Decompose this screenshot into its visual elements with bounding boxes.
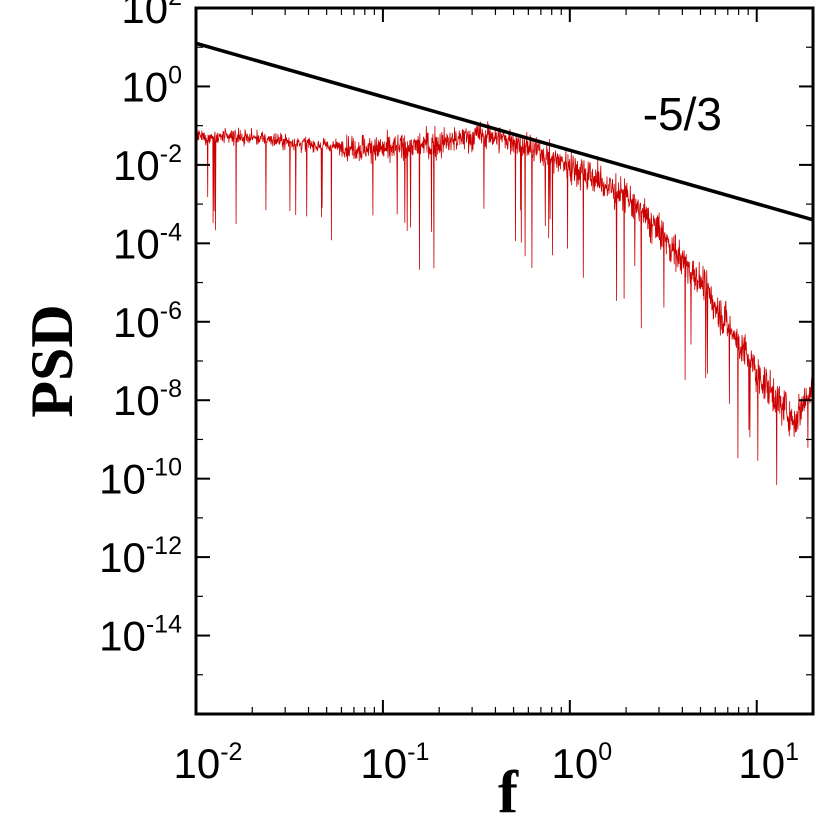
ticks-layer xyxy=(195,7,814,715)
y-tick-label: 102 xyxy=(121,0,182,32)
y-tick-label: 10-2 xyxy=(113,140,182,189)
y-tick-label: 10-8 xyxy=(113,375,182,424)
y-tick-label: 10-6 xyxy=(113,297,182,346)
reference-slope-line xyxy=(195,41,814,222)
y-axis-title: PSD xyxy=(19,304,85,417)
y-tick-label: 10-4 xyxy=(113,218,182,267)
slope-annotation: -5/3 xyxy=(643,88,722,140)
y-tick-label: 10-12 xyxy=(99,532,182,581)
labels-layer: 10-2 10-1 100 101 102 100 10-2 10-4 10-6 10-8 10-1… xyxy=(99,0,799,787)
y-tick-label: 10-14 xyxy=(99,611,182,660)
x-tick-label: 10-2 xyxy=(174,738,243,787)
x-tick-label: 101 xyxy=(738,738,799,787)
x-tick-label: 10-1 xyxy=(360,738,429,787)
series-layer xyxy=(195,41,814,486)
psd-spectrum-line xyxy=(195,121,814,486)
x-axis-title: f xyxy=(498,759,519,825)
y-tick-label: 100 xyxy=(121,61,182,110)
x-tick-label: 100 xyxy=(552,738,613,787)
y-tick-label: 10-10 xyxy=(99,454,182,503)
